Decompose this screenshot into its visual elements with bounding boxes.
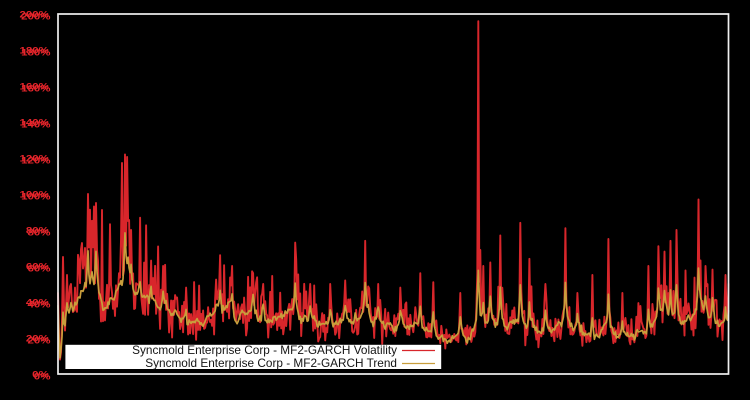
svg-text:180%: 180% (20, 46, 50, 57)
svg-text:120%: 120% (21, 156, 51, 167)
svg-text:140%: 140% (20, 118, 50, 129)
svg-text:40%: 40% (26, 298, 50, 309)
svg-text:40%: 40% (28, 300, 52, 311)
svg-text:100%: 100% (21, 192, 51, 203)
svg-text:100%: 100% (20, 190, 50, 201)
svg-text:140%: 140% (21, 120, 51, 131)
svg-text:60%: 60% (26, 262, 50, 273)
svg-text:200%: 200% (20, 10, 50, 21)
svg-text:160%: 160% (20, 82, 50, 93)
svg-text:Syncmold Enterprise Corp - MF2: Syncmold Enterprise Corp - MF2-GARCH Vol… (132, 343, 397, 357)
svg-text:180%: 180% (21, 48, 51, 59)
svg-text:0%: 0% (34, 372, 51, 383)
svg-text:60%: 60% (28, 264, 52, 275)
svg-text:Syncmold Enterprise Corp - MF2: Syncmold Enterprise Corp - MF2-GARCH Tre… (145, 356, 397, 370)
svg-text:200%: 200% (21, 12, 51, 23)
svg-text:20%: 20% (28, 336, 52, 347)
svg-text:20%: 20% (26, 334, 50, 345)
svg-text:120%: 120% (20, 154, 50, 165)
svg-text:80%: 80% (26, 226, 50, 237)
svg-text:160%: 160% (21, 84, 51, 95)
svg-text:0%: 0% (32, 370, 49, 381)
svg-text:80%: 80% (28, 228, 52, 239)
